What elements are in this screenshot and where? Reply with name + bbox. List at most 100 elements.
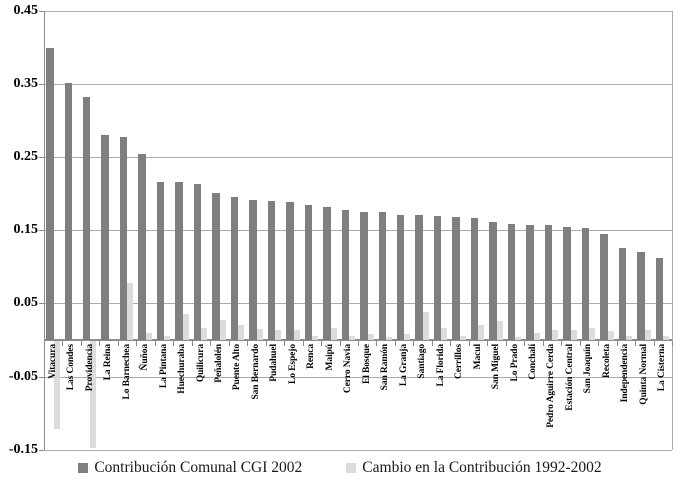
bar-cambio-32	[644, 330, 651, 340]
x-axis-label: Ñuñoa	[140, 344, 151, 371]
bar-cgi2002-12	[267, 201, 276, 340]
bar-cgi2002-15	[323, 206, 331, 340]
bar-cgi2002-18	[378, 212, 386, 340]
x-axis-label: Lo Barnechea	[121, 344, 132, 400]
bar-cambio-33	[663, 336, 670, 340]
y-axis-line	[44, 11, 45, 450]
x-axis-label: El Bosque	[361, 344, 372, 385]
bar-cambio-25	[515, 337, 522, 340]
x-axis-tick	[561, 341, 563, 346]
bar-cambio-28	[570, 329, 577, 340]
y-axis-tick	[39, 157, 44, 159]
legend-label-cambio-1992-2002: Cambio en la Contribución 1992-2002	[362, 459, 602, 476]
bar-cgi2002-3	[101, 134, 109, 340]
x-axis-label: Cerrillos	[454, 344, 465, 379]
x-axis-tick	[62, 341, 64, 346]
bar-cgi2002-28	[563, 226, 571, 340]
gridline--0.15	[44, 449, 672, 451]
bar-cgi2002-24	[489, 222, 497, 340]
x-axis-label: Santiago	[417, 344, 428, 379]
x-axis-label: Macul	[472, 344, 483, 370]
bar-cgi2002-17	[360, 212, 368, 340]
bar-cgi2002-4	[119, 136, 128, 340]
x-axis-label: Providencia	[84, 344, 95, 392]
legend-item-cgi-2002: Contribución Comunal CGI 2002	[78, 459, 302, 477]
bar-cgi2002-29	[581, 228, 590, 340]
bar-cambio-9	[219, 319, 226, 340]
bar-cambio-4	[127, 282, 134, 340]
x-axis-tick	[505, 341, 507, 346]
bar-cambio-29	[589, 328, 596, 340]
bar-cambio-0	[53, 341, 60, 429]
x-axis-tick	[616, 341, 618, 346]
y-axis-tick	[39, 303, 44, 305]
legend-swatch-light-icon	[346, 463, 357, 473]
y-axis-tick	[39, 449, 44, 451]
x-axis-tick	[44, 341, 45, 346]
x-axis-tick	[80, 341, 82, 346]
x-axis-label: Peñalolén	[213, 344, 224, 383]
x-axis-tick	[117, 341, 119, 346]
x-axis-tick	[672, 341, 673, 346]
bar-cgi2002-25	[507, 223, 516, 340]
x-axis-label: San Ramón	[380, 344, 391, 391]
y-axis-tick	[39, 84, 44, 86]
bar-cgi2002-26	[526, 224, 534, 340]
x-axis-label: Quinta Normal	[638, 344, 649, 405]
bar-cgi2002-20	[415, 214, 423, 340]
x-axis-label: La Pintana	[158, 344, 169, 389]
bar-cgi2002-1	[64, 82, 72, 340]
x-axis-label: La Reina	[103, 344, 114, 381]
x-axis-tick	[394, 341, 396, 346]
x-axis-label: Pudahuel	[269, 344, 280, 382]
x-axis-label: Cerro Navia	[343, 344, 354, 394]
y-axis-label: -0.15	[8, 441, 38, 457]
y-axis-tick	[39, 230, 44, 232]
bar-cambio-5	[145, 333, 152, 340]
bar-cambio-17	[367, 334, 374, 340]
x-axis-label: Maipú	[324, 344, 335, 371]
x-axis-tick	[579, 341, 581, 346]
bar-cgi2002-33	[655, 258, 664, 340]
legend: Contribución Comunal CGI 2002 Cambio en …	[0, 455, 680, 481]
x-axis-label: Vitacura	[47, 344, 58, 379]
x-axis-label: Huechuraba	[177, 344, 188, 394]
bar-cambio-22	[459, 336, 466, 340]
bar-cambio-14	[312, 336, 319, 340]
x-axis-label: La Granja	[398, 344, 409, 387]
gridline-0.15	[44, 230, 672, 232]
legend-item-cambio-1992-2002: Cambio en la Contribución 1992-2002	[346, 459, 602, 477]
bar-cambio-6	[164, 335, 171, 340]
bar-cambio-31	[626, 336, 633, 340]
x-axis-label: La Florida	[435, 344, 446, 387]
bar-cambio-26	[533, 333, 540, 340]
x-axis-label: Pedro Aguirre Cerda	[546, 344, 557, 428]
x-axis-tick	[358, 341, 359, 346]
gridline-0.35	[44, 84, 672, 86]
x-axis-label: San Bernardo	[250, 344, 261, 400]
bar-cambio-27	[552, 329, 559, 340]
x-axis-tick	[321, 341, 323, 346]
bar-cgi2002-31	[618, 247, 627, 340]
x-axis-tick	[136, 341, 138, 346]
x-axis-tick	[376, 341, 378, 346]
x-axis-label: La Cisterna	[657, 344, 668, 392]
x-axis-tick	[210, 341, 212, 346]
bar-cgi2002-7	[175, 182, 183, 340]
x-axis-label: San Miguel	[491, 344, 502, 390]
x-axis-tick	[413, 341, 415, 346]
bar-cambio-24	[496, 320, 503, 340]
x-axis-tick	[635, 341, 637, 346]
bar-cambio-2	[90, 341, 97, 449]
x-axis-tick	[247, 341, 249, 346]
x-axis-label: Puente Alto	[232, 344, 243, 391]
x-axis-tick	[468, 341, 470, 346]
y-axis-label: 0.45	[13, 3, 39, 19]
bar-cambio-11	[256, 329, 263, 340]
bar-cgi2002-0	[46, 47, 54, 340]
x-axis-label: Conchalí	[527, 344, 538, 380]
x-axis-label: San Joaquín	[583, 344, 594, 394]
x-axis-label: Lo Prado	[509, 344, 520, 382]
y-axis-label: 0.25	[13, 149, 39, 165]
